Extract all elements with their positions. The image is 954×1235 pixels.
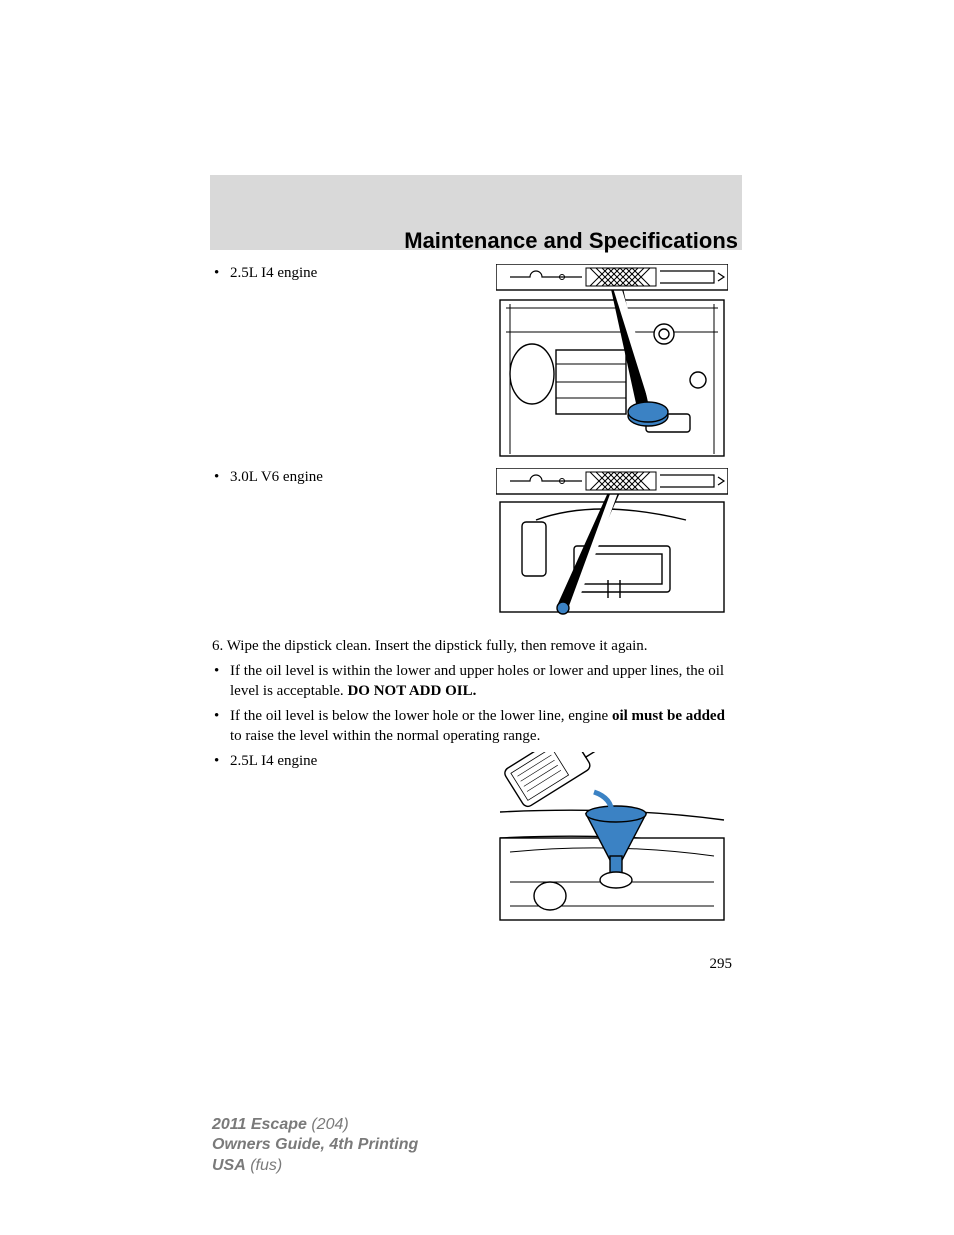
step-6: 6. Wipe the dipstick clean. Insert the d… [212, 636, 732, 656]
bullet-icon: • [212, 468, 230, 488]
engine-row-i4-pour: • 2.5L I4 engine [212, 752, 732, 924]
diagram-dipstick-i4 [496, 264, 728, 460]
diagram-oil-pour [496, 752, 728, 924]
footer-model: 2011 Escape [212, 1116, 307, 1133]
sub2-pre: If the oil level is below the lower hole… [230, 708, 612, 724]
sub1-bold: DO NOT ADD OIL. [347, 683, 476, 699]
page-content: • 2.5L I4 engine [212, 264, 732, 928]
sub2-bold: oil must be added [612, 708, 725, 724]
footer: 2011 Escape (204) Owners Guide, 4th Prin… [212, 1115, 418, 1177]
engine-label-i4-2: 2.5L I4 engine [230, 752, 472, 772]
engine-row-v6: • 3.0L V6 engine [212, 468, 732, 618]
footer-region: USA [212, 1157, 246, 1174]
engine-row-i4: • 2.5L I4 engine [212, 264, 732, 460]
footer-guide: Owners Guide, 4th Printing [212, 1136, 418, 1153]
engine-label-i4: 2.5L I4 engine [230, 264, 472, 284]
footer-code: (204) [307, 1116, 349, 1133]
page-number: 295 [710, 956, 733, 973]
sub1-pre: If the oil level is within the lower and… [230, 663, 724, 699]
sub-bullet-acceptable: • If the oil level is within the lower a… [212, 662, 732, 701]
sub-bullet-add-oil: • If the oil level is below the lower ho… [212, 707, 732, 746]
bullet-icon: • [212, 662, 230, 682]
bullet-icon: • [212, 707, 230, 727]
diagram-dipstick-v6 [496, 468, 728, 618]
footer-fus: (fus) [246, 1157, 282, 1174]
bullet-icon: • [212, 264, 230, 284]
engine-label-v6: 3.0L V6 engine [230, 468, 472, 488]
sub2-post: to raise the level within the normal ope… [230, 728, 540, 744]
section-title: Maintenance and Specifications [404, 228, 738, 254]
bullet-icon: • [212, 752, 230, 772]
